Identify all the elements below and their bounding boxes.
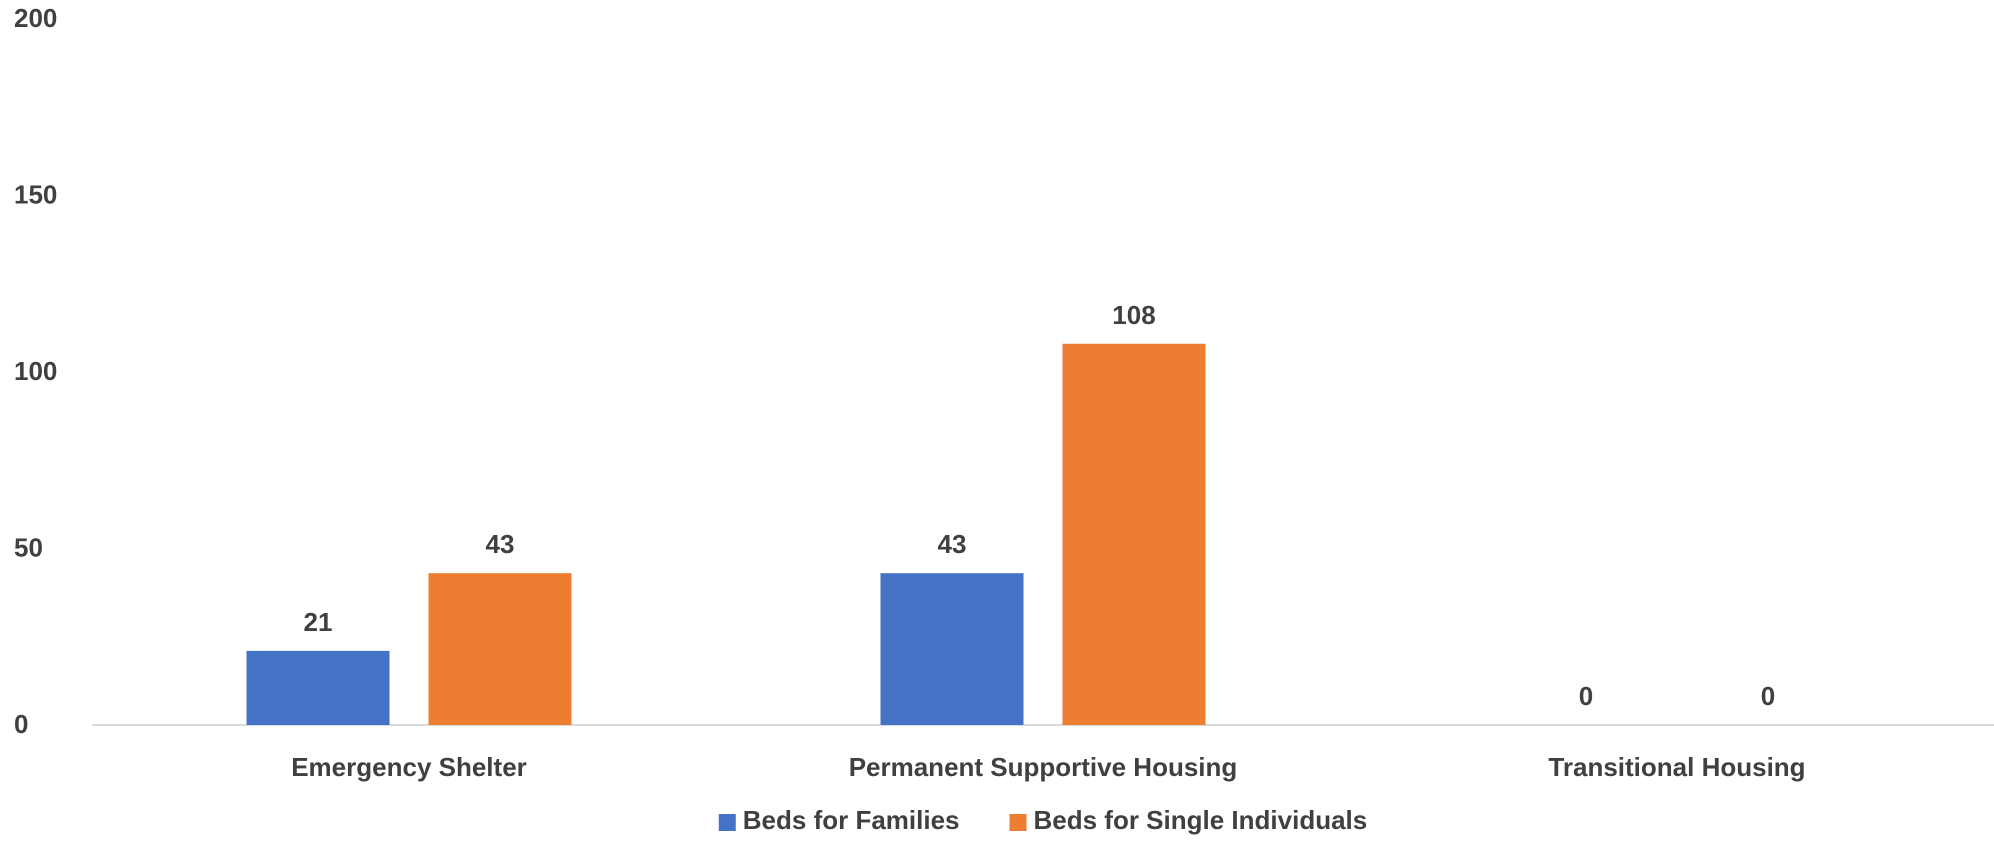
y-tick-label: 200 <box>14 3 57 33</box>
legend: Beds for Families Beds for Single Individ… <box>718 805 1368 835</box>
legend-swatch <box>718 814 736 831</box>
data-label: 43 <box>486 529 515 559</box>
bar <box>428 573 572 725</box>
legend-label: Beds for Families <box>743 805 960 835</box>
y-tick-label: 0 <box>14 709 28 739</box>
legend-label: Beds for Single Individuals <box>1034 805 1368 835</box>
y-tick-label: 100 <box>14 356 57 386</box>
bar <box>1062 343 1206 725</box>
x-tick-label: Emergency Shelter <box>291 752 527 782</box>
bar <box>246 650 390 725</box>
bar <box>880 573 1024 725</box>
data-label: 0 <box>1579 681 1593 711</box>
x-tick-label: Transitional Housing <box>1548 752 1805 782</box>
data-label: 0 <box>1761 681 1775 711</box>
data-label: 21 <box>304 607 333 637</box>
x-tick-label: Permanent Supportive Housing <box>849 752 1238 782</box>
y-tick-label: 50 <box>14 533 43 563</box>
legend-swatch <box>1009 814 1027 831</box>
y-tick-label: 150 <box>14 180 57 210</box>
data-label: 43 <box>938 529 967 559</box>
data-label: 108 <box>1112 300 1155 330</box>
